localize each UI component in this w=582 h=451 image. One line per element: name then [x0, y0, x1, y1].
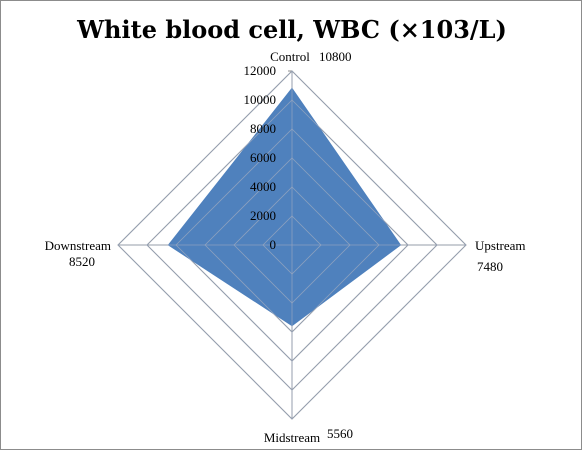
data-label-midstream: 5560 — [327, 426, 353, 441]
series-area — [167, 87, 402, 327]
category-label-midstream: Midstream — [264, 430, 320, 445]
tick-label-4000: 4000 — [250, 179, 276, 194]
tick-label-6000: 6000 — [250, 150, 276, 165]
data-label-downstream: 8520 — [69, 254, 95, 269]
category-label-downstream: Downstream — [45, 238, 111, 253]
series-layer — [117, 70, 467, 420]
grid-ring-overlay-8000 — [175, 128, 409, 362]
tick-label-0: 0 — [270, 237, 277, 252]
chart-title: White blood cell, WBC (×103/L) — [76, 15, 507, 44]
tick-label-8000: 8000 — [250, 121, 276, 136]
category-label-upstream: Upstream — [475, 238, 526, 253]
tick-label-12000: 12000 — [244, 63, 277, 78]
grid-ring-overlay-6000 — [204, 157, 380, 333]
data-label-control: 10800 — [319, 49, 352, 64]
tick-label-10000: 10000 — [244, 92, 277, 107]
category-label-control: Control — [270, 49, 310, 64]
grid-ring-overlay-12000 — [117, 70, 467, 420]
tick-label-2000: 2000 — [250, 208, 276, 223]
grid-ring-overlay-4000 — [233, 186, 351, 304]
data-label-upstream: 7480 — [477, 259, 503, 274]
grid-ring-overlay-10000 — [146, 99, 438, 391]
grid-ring-overlay-2000 — [262, 215, 322, 275]
